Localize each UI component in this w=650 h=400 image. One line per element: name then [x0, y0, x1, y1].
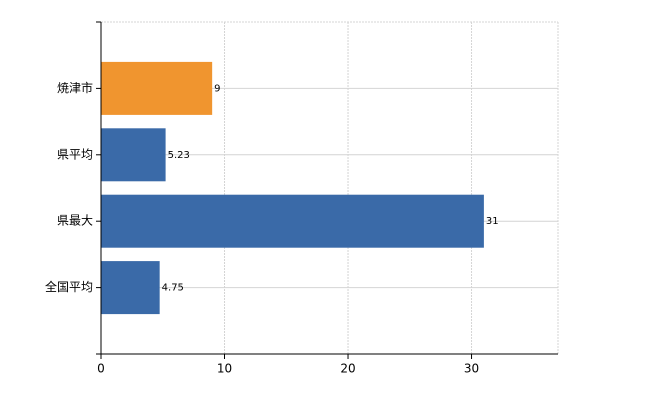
x-tick-label: 30 — [464, 362, 479, 376]
x-tick-label: 0 — [97, 362, 105, 376]
bar — [101, 194, 484, 248]
y-tick-label: 焼津市 — [57, 80, 93, 95]
value-label: 9 — [214, 83, 220, 94]
x-tick-label: 10 — [217, 362, 232, 376]
value-label: 4.75 — [162, 283, 184, 294]
value-label: 5.23 — [168, 150, 190, 161]
y-tick-label: 全国平均 — [45, 279, 93, 294]
bar — [101, 61, 213, 115]
bar — [101, 261, 160, 315]
x-tick-label: 20 — [340, 362, 355, 376]
bar — [101, 128, 166, 182]
value-label: 31 — [486, 216, 499, 227]
y-tick-label: 県最大 — [57, 214, 93, 228]
y-tick-label: 県平均 — [57, 147, 93, 161]
